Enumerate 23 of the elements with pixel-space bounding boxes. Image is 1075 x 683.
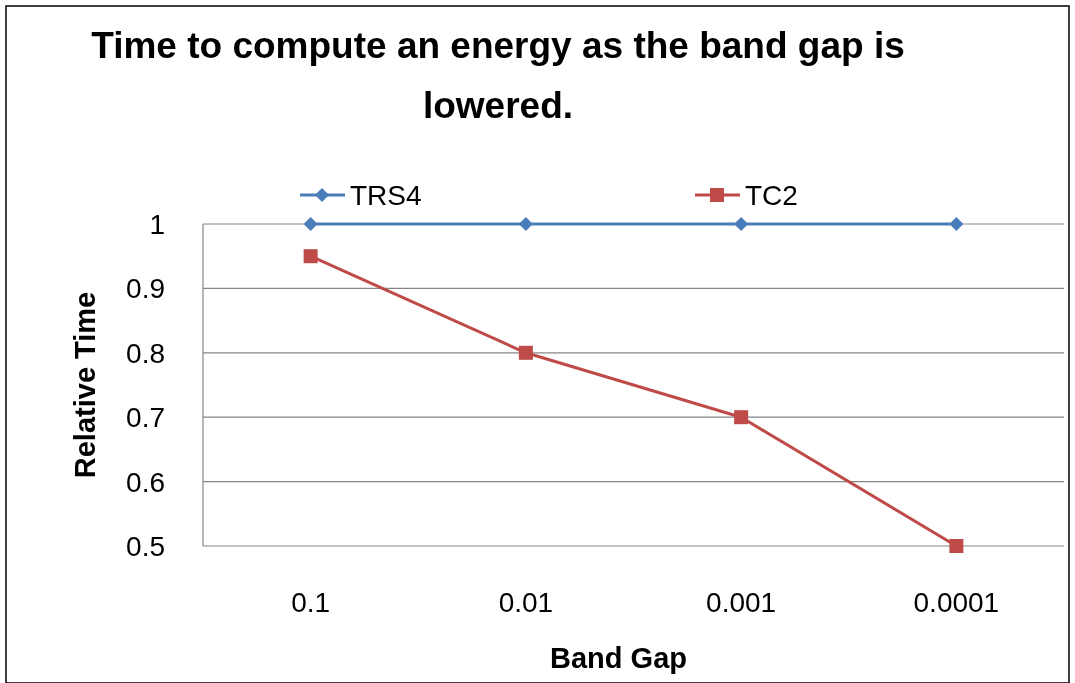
y-tick-label: 0.8 (126, 337, 165, 369)
y-tick-label: 1 (149, 209, 165, 240)
y-tick-label: 0.9 (126, 273, 165, 305)
legend-label: TRS4 (350, 180, 422, 211)
point (303, 217, 318, 231)
x-tick-label: 0.0001 (913, 587, 1000, 618)
y-tick-label: 0.7 (126, 402, 165, 434)
point (949, 539, 964, 553)
x-tick-label: 0.001 (706, 587, 777, 618)
point (303, 249, 318, 264)
point (949, 217, 964, 231)
point (518, 217, 533, 231)
y-tick-label: 0.6 (126, 466, 165, 498)
y-axis-title: Relative Time (69, 291, 101, 479)
x-tick-label: 0.1 (291, 587, 331, 618)
x-axis-title: Band Gap (550, 642, 687, 674)
chart-title: Time to compute an energy as the band gap is lowered. (91, 25, 905, 126)
point (734, 410, 749, 425)
point (518, 345, 533, 360)
legend-label: TC2 (745, 180, 798, 211)
point (734, 217, 749, 231)
y-tick-label: 0.5 (126, 531, 165, 562)
x-tick-label: 0.01 (498, 587, 554, 618)
